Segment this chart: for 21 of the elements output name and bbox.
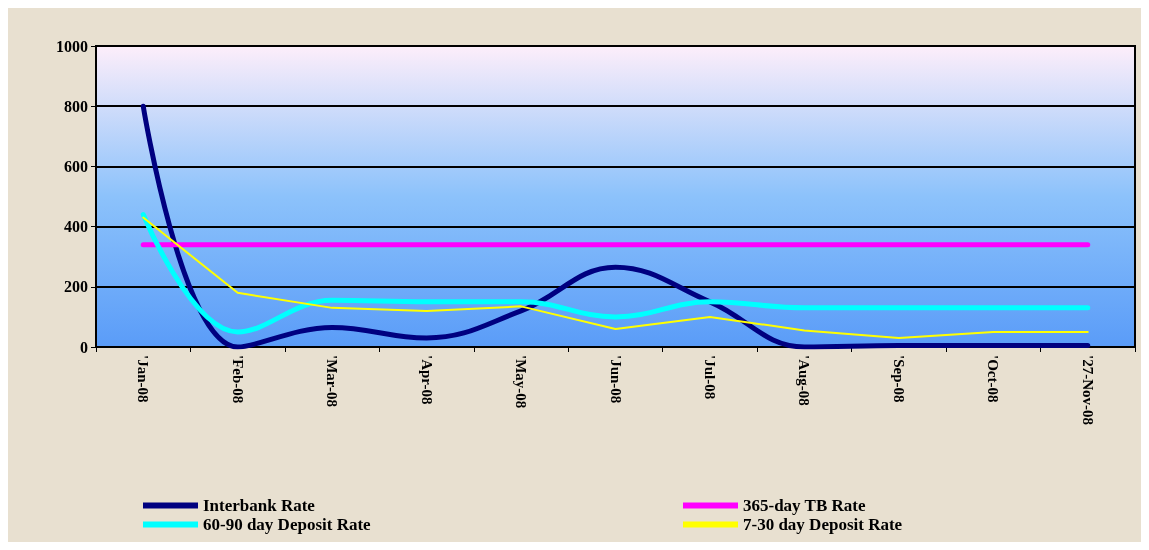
legend-label: Interbank Rate bbox=[203, 496, 316, 515]
y-tick-label: 800 bbox=[64, 97, 88, 115]
x-tick-label: 'Jun-08 bbox=[607, 355, 624, 404]
x-tick-label: 'Oct-08 bbox=[985, 355, 1002, 403]
y-tick-label: 1000 bbox=[56, 37, 88, 55]
x-tick-label: 'Jan-08 bbox=[135, 355, 152, 403]
x-tick-label: 'Apr-08 bbox=[418, 355, 435, 405]
y-tick-label: 0 bbox=[80, 338, 88, 356]
x-tick-label: 'Mar-08 bbox=[324, 355, 341, 407]
y-tick-label: 600 bbox=[64, 157, 88, 175]
legend-label: 60-90 day Deposit Rate bbox=[203, 515, 372, 534]
x-tick-label: 'Jul-08 bbox=[701, 355, 718, 400]
x-tick-label: 'Sep-08 bbox=[890, 355, 907, 403]
y-tick-label: 400 bbox=[64, 218, 88, 236]
x-tick-label: 'May-08 bbox=[513, 355, 530, 409]
y-tick-label: 200 bbox=[64, 278, 88, 296]
legend-label: 365-day TB Rate bbox=[743, 496, 866, 515]
x-tick-label: '27-Nov-08 bbox=[1079, 355, 1096, 425]
x-tick-label: 'Aug-08 bbox=[796, 355, 813, 406]
legend-label: 7-30 day Deposit Rate bbox=[743, 515, 903, 534]
x-tick-label: 'Feb-08 bbox=[229, 355, 246, 404]
